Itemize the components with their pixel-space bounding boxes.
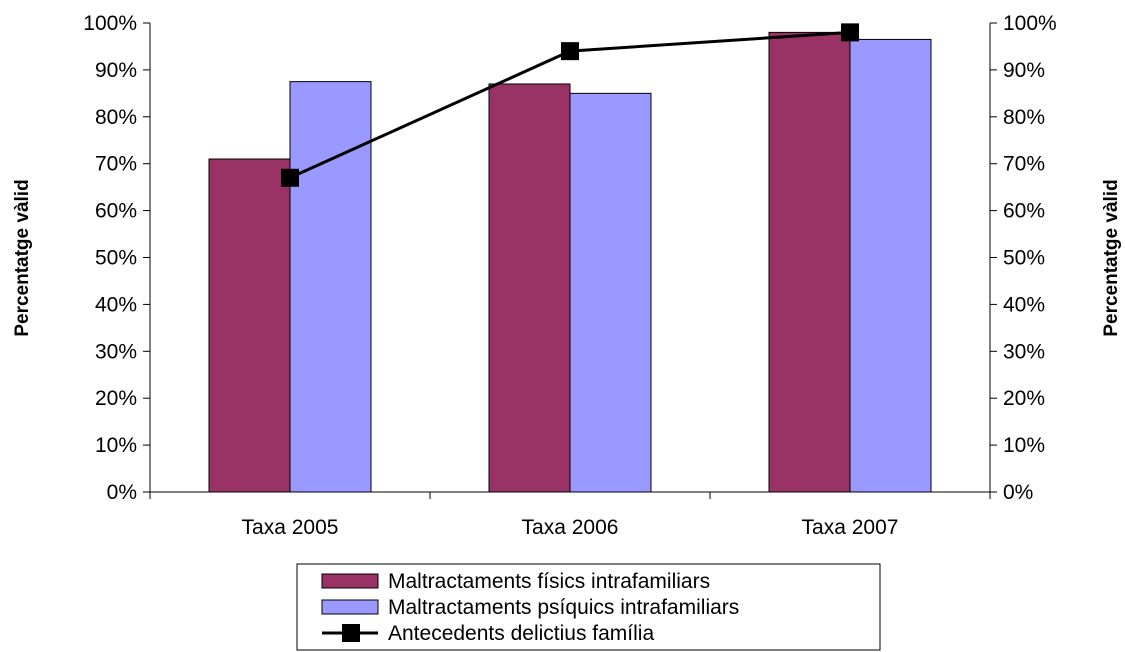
y-tick-label-right: 60%: [1003, 200, 1045, 223]
x-tick-labels: Taxa 2005 Taxa 2006 Taxa 2007: [242, 516, 899, 539]
y-axis-title-left: Percentatge vàlid: [12, 179, 33, 336]
x-tick-label: Taxa 2007: [802, 516, 899, 539]
y-tick-label-right: 20%: [1003, 387, 1045, 410]
y-tick-label-left: 100%: [83, 12, 137, 35]
legend-label-psiquics: Maltractaments psíquics intrafamiliars: [388, 596, 739, 619]
y-tick-label-left: 70%: [95, 153, 137, 176]
x-tick-label: Taxa 2005: [242, 516, 339, 539]
y-tick-label-left: 90%: [95, 59, 137, 82]
bar-fisics-1: [208, 158, 291, 493]
point-antecedents-1: [281, 168, 299, 187]
y-tick-label-left: 0%: [107, 481, 137, 504]
legend-swatch-psiquics: [321, 599, 379, 615]
legend-box: [296, 563, 881, 651]
y-tick-label-right: 70%: [1003, 153, 1045, 176]
y-tick-label-right: 10%: [1003, 434, 1045, 457]
legend-label-antecedents: Antecedents delictius família: [388, 622, 654, 645]
y-tick-label-left: 30%: [95, 340, 137, 363]
x-tick-label: Taxa 2006: [522, 516, 619, 539]
bars-layer: [208, 31, 932, 493]
y-tick-label-left: 80%: [95, 106, 137, 129]
y-tick-label-left: 10%: [95, 434, 137, 457]
y-tick-label-left: 50%: [95, 247, 137, 270]
y-tick-label-left: 40%: [95, 293, 137, 316]
legend-marker-antecedents: [342, 624, 360, 642]
y-tick-label-right: 80%: [1003, 106, 1045, 129]
y-tick-label-right: 50%: [1003, 247, 1045, 270]
line-series-layer: [281, 23, 859, 187]
y-tick-label-right: 100%: [1003, 12, 1057, 35]
left-tick-labels: 0% 10% 20% 30% 40% 50% 60% 70% 80% 90% 100%: [83, 12, 137, 504]
bar-fisics-2: [488, 83, 571, 493]
y-tick-label-right: 30%: [1003, 340, 1045, 363]
y-tick-label-right: 90%: [1003, 59, 1045, 82]
point-antecedents-2: [561, 42, 579, 61]
legend-label-fisics: Maltractaments físics intrafamiliars: [388, 570, 710, 593]
legend: Maltractaments físics intrafamiliars Mal…: [296, 563, 881, 651]
y-tick-label-right: 40%: [1003, 293, 1045, 316]
right-tick-labels: 0% 10% 20% 30% 40% 50% 60% 70% 80% 90% 100%: [1003, 12, 1057, 504]
bar-psiquics-1: [289, 81, 372, 493]
bar-psiquics-2: [569, 92, 652, 493]
y-axis-title-right: Percentatge vàlid: [1101, 179, 1122, 336]
y-tick-label-left: 60%: [95, 200, 137, 223]
y-tick-label-left: 20%: [95, 387, 137, 410]
point-antecedents-3: [841, 23, 859, 42]
y-tick-label-right: 0%: [1003, 481, 1033, 504]
axes-layer: [143, 22, 997, 499]
bar-fisics-3: [768, 31, 851, 493]
legend-swatch-fisics: [321, 573, 379, 589]
bar-psiquics-3: [849, 38, 932, 493]
